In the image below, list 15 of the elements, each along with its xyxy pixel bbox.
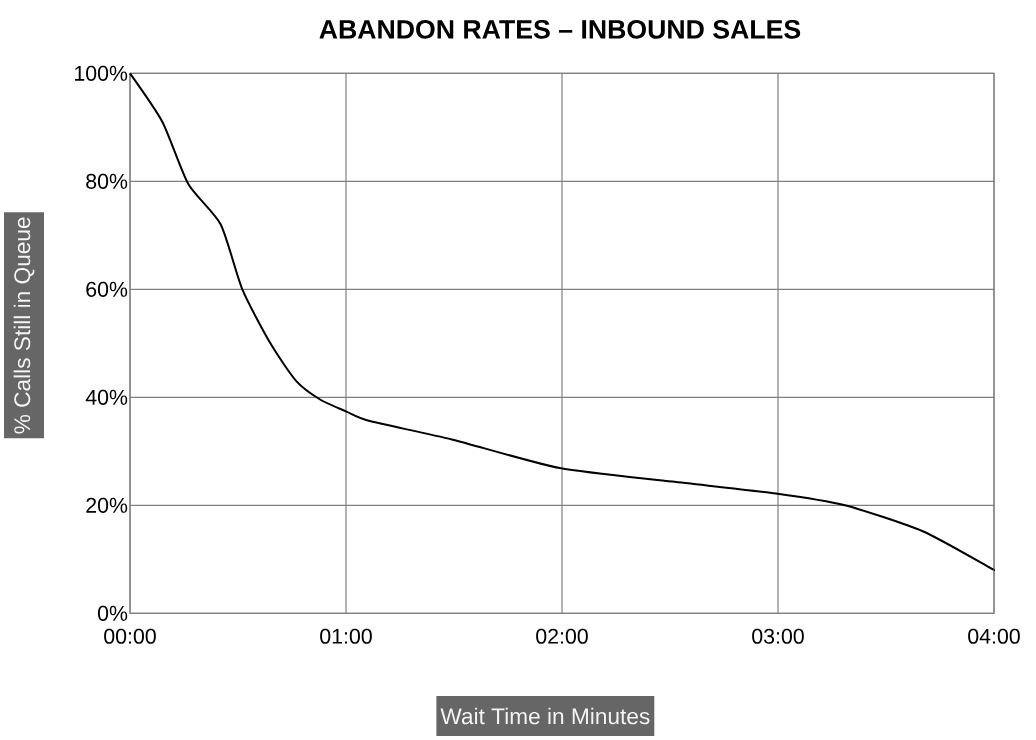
x-axis-title: Wait Time in Minutes [440,707,650,725]
x-tick-label: 00:00 [104,628,156,644]
y-tick-label: 0% [97,605,128,621]
x-tick-label: 04:00 [968,628,1020,644]
chart-title: ABANDON RATES – INBOUND SALES [319,19,801,39]
line-series [129,72,996,572]
y-tick-label: 40% [85,389,128,405]
y-tick-label: 80% [86,173,128,189]
y-tick-label: 60% [86,281,128,297]
y-tick-label: 20% [86,497,128,513]
y-tick-label: 100% [75,65,128,81]
y-axis-title: % Calls Still in Queue [13,217,35,434]
x-tick-label: 01:00 [320,628,372,644]
x-tick-label: 02:00 [536,628,588,644]
x-tick-label: 03:00 [752,628,804,644]
